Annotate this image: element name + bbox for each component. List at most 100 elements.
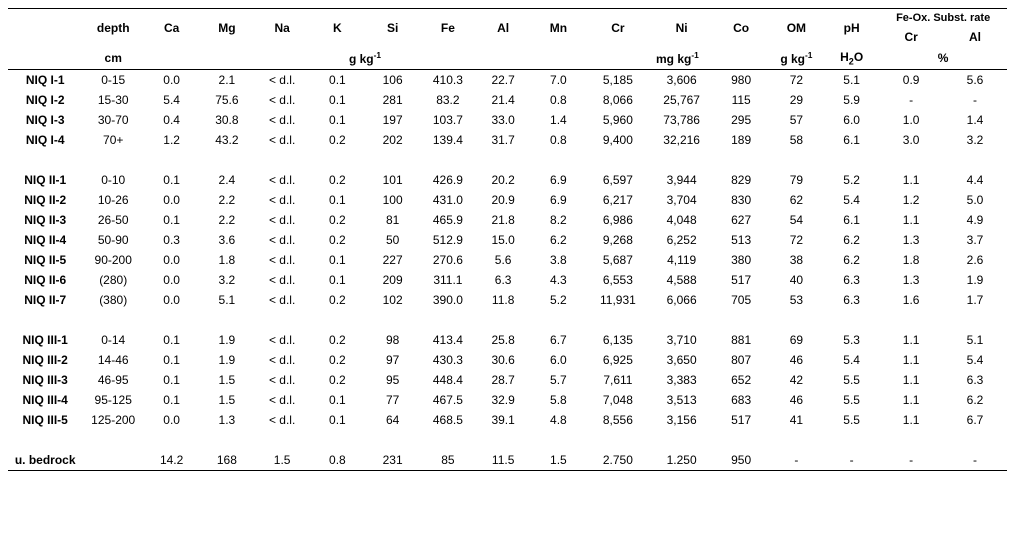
hdr-feox: Fe-Ox. Subst. rate [879,9,1007,28]
cell-Mn: 6.7 [531,330,586,350]
cell-OM: 57 [769,110,824,130]
cell-Na: < d.l. [255,250,310,270]
cell-OM: - [769,450,824,471]
cell-feAl: 5.1 [943,330,1007,350]
row-label: NIQ III-1 [8,330,82,350]
cell-Ni: 1.250 [650,450,714,471]
cell-Cr: 8,556 [586,410,650,430]
cell-Ni: 3,944 [650,170,714,190]
cell-Cr: 9,268 [586,230,650,250]
row-label: u. bedrock [8,450,82,471]
cell-Mn: 6.9 [531,170,586,190]
cell-Cr: 5,687 [586,250,650,270]
cell-K: 0.1 [310,70,365,91]
cell-Mn: 7.0 [531,70,586,91]
cell-OM: 42 [769,370,824,390]
cell-Al: 39.1 [476,410,531,430]
cell-feAl: 5.4 [943,350,1007,370]
cell-Cr: 11,931 [586,290,650,310]
cell-OM: 46 [769,390,824,410]
row-label: NIQ II-5 [8,250,82,270]
cell-Si: 227 [365,250,420,270]
header-row-top: depth Ca Mg Na K Si Fe Al Mn Cr Ni Co OM… [8,9,1007,28]
cell-Ca: 0.1 [144,210,199,230]
cell-pH: - [824,450,879,471]
cell-Co: 830 [714,190,769,210]
cell-Si: 77 [365,390,420,410]
row-depth: 125-200 [82,410,144,430]
cell-OM: 40 [769,270,824,290]
table-row: NIQ I-10-150.02.1< d.l.0.1106410.322.77.… [8,70,1007,91]
cell-feAl: 5.6 [943,70,1007,91]
cell-OM: 72 [769,70,824,91]
cell-Co: 189 [714,130,769,150]
cell-Cr: 6,553 [586,270,650,290]
row-depth: 0-14 [82,330,144,350]
cell-Ca: 0.0 [144,190,199,210]
row-depth [82,450,144,471]
table-row: NIQ II-450-900.33.6< d.l.0.250512.915.06… [8,230,1007,250]
cell-Mn: 0.8 [531,90,586,110]
cell-Mn: 5.7 [531,370,586,390]
cell-K: 0.2 [310,170,365,190]
cell-Na: < d.l. [255,110,310,130]
cell-Na: < d.l. [255,290,310,310]
cell-Co: 950 [714,450,769,471]
cell-Si: 98 [365,330,420,350]
cell-feCr: - [879,450,943,471]
cell-feAl: 6.2 [943,390,1007,410]
cell-Mn: 1.5 [531,450,586,471]
cell-Fe: 83.2 [420,90,475,110]
cell-Mg: 2.2 [199,210,254,230]
row-depth: 95-125 [82,390,144,410]
cell-Fe: 270.6 [420,250,475,270]
cell-Co: 683 [714,390,769,410]
row-depth: 10-26 [82,190,144,210]
cell-K: 0.8 [310,450,365,471]
hdr-cr: Cr [586,9,650,48]
cell-Ni: 4,588 [650,270,714,290]
cell-K: 0.1 [310,250,365,270]
table-row: NIQ III-10-140.11.9< d.l.0.298413.425.86… [8,330,1007,350]
cell-pH: 5.5 [824,370,879,390]
cell-Ni: 4,119 [650,250,714,270]
cell-Fe: 465.9 [420,210,475,230]
cell-Mg: 43.2 [199,130,254,150]
cell-Mg: 1.9 [199,330,254,350]
unit-mgkg: mg kg-1 [586,47,769,70]
cell-pH: 6.3 [824,290,879,310]
table-row: NIQ II-10-100.12.4< d.l.0.2101426.920.26… [8,170,1007,190]
cell-Mg: 3.2 [199,270,254,290]
cell-Na: < d.l. [255,210,310,230]
cell-Si: 202 [365,130,420,150]
cell-Al: 28.7 [476,370,531,390]
cell-Co: 807 [714,350,769,370]
hdr-ni: Ni [650,9,714,48]
cell-Si: 231 [365,450,420,471]
cell-Fe: 426.9 [420,170,475,190]
cell-OM: 54 [769,210,824,230]
cell-Fe: 413.4 [420,330,475,350]
table-row [8,150,1007,170]
cell-feAl: 5.0 [943,190,1007,210]
row-label: NIQ III-4 [8,390,82,410]
cell-Ca: 0.4 [144,110,199,130]
cell-pH: 5.3 [824,330,879,350]
row-label: NIQ III-3 [8,370,82,390]
cell-Mn: 8.2 [531,210,586,230]
cell-feCr: 1.1 [879,330,943,350]
cell-feAl: 3.2 [943,130,1007,150]
row-depth: 46-95 [82,370,144,390]
row-depth: 30-70 [82,110,144,130]
cell-Fe: 430.3 [420,350,475,370]
row-depth: 15-30 [82,90,144,110]
cell-Mg: 1.3 [199,410,254,430]
cell-OM: 46 [769,350,824,370]
table-row: NIQ III-495-1250.11.5< d.l.0.177467.532.… [8,390,1007,410]
cell-feCr: 1.1 [879,410,943,430]
cell-feAl: - [943,450,1007,471]
cell-OM: 69 [769,330,824,350]
cell-Ni: 4,048 [650,210,714,230]
row-label: NIQ III-5 [8,410,82,430]
cell-Ni: 3,606 [650,70,714,91]
